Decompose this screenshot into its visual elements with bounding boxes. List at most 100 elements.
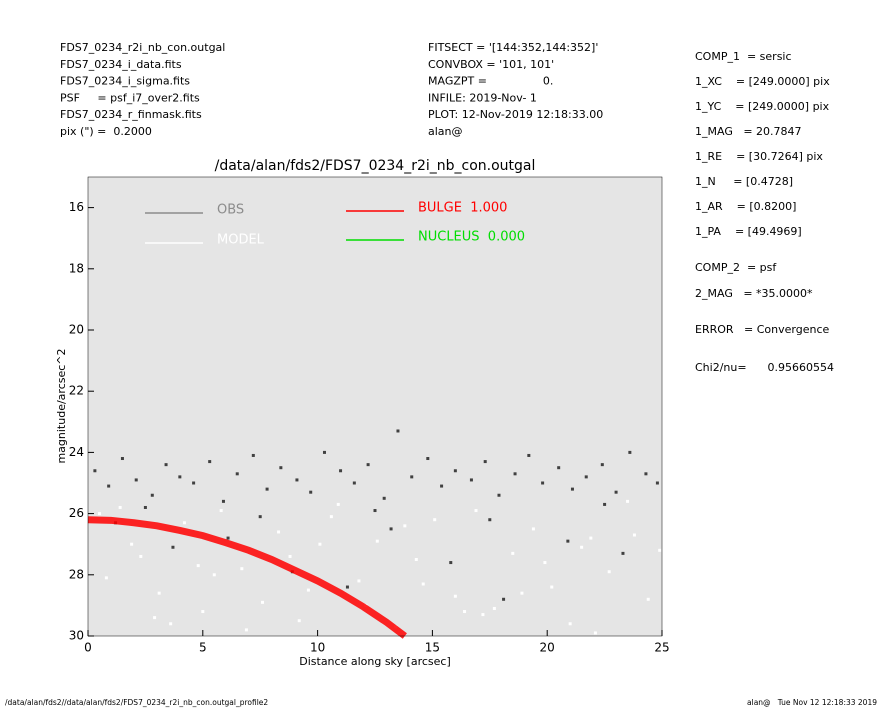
data-point (339, 469, 343, 473)
data-point (345, 585, 349, 589)
data-point (570, 487, 574, 491)
data-point (541, 481, 545, 485)
data-point (414, 558, 418, 561)
data-point (543, 561, 547, 565)
fit-parameter: 1_AR = [0.8200] (695, 200, 796, 213)
data-point (502, 597, 506, 601)
header-line: CONVBOX = '101, 101' (428, 58, 554, 71)
legend-label: MODEL (217, 233, 265, 248)
data-point (531, 527, 535, 531)
data-point (410, 475, 414, 479)
data-point (513, 472, 517, 476)
data-point (309, 490, 313, 494)
data-point (143, 505, 147, 509)
fit-parameter: 2_MAG = *35.0000* (695, 287, 813, 300)
footer-left: /data/alan/fds2//data/alan/fds2/FDS7_023… (5, 698, 268, 707)
data-point (97, 512, 101, 516)
data-point (251, 453, 255, 457)
data-point (511, 551, 515, 555)
data-point (621, 551, 625, 555)
data-point (201, 610, 205, 614)
data-point (580, 545, 584, 549)
y-tick-label: 30 (69, 629, 84, 643)
fit-parameter: COMP_2 = psf (695, 261, 777, 274)
y-tick-label: 28 (69, 567, 84, 581)
header-line: FITSECT = '[144:352,144:352]' (428, 41, 598, 54)
fit-parameter: COMP_1 = sersic (695, 50, 792, 63)
data-point (632, 533, 636, 537)
data-point (628, 450, 632, 454)
legend-label: NUCLEUS 0.000 (418, 230, 525, 245)
data-point (655, 481, 659, 485)
data-point (375, 539, 379, 543)
header-line: FDS7_0234_i_sigma.fits (60, 75, 190, 88)
data-point (150, 493, 154, 497)
data-point (318, 542, 322, 546)
plot-area (88, 177, 662, 636)
data-point (153, 616, 157, 620)
fit-parameter: 1_RE = [30.7264] pix (695, 150, 823, 163)
data-point (130, 542, 134, 546)
fit-parameter: 1_MAG = 20.7847 (695, 125, 802, 138)
data-point (421, 582, 425, 586)
y-tick-label: 16 (69, 200, 84, 214)
data-point (235, 472, 239, 476)
data-point (226, 536, 230, 540)
data-point (279, 466, 283, 470)
x-tick-label: 15 (425, 641, 440, 655)
profile-line (87, 516, 407, 639)
data-point (352, 481, 356, 485)
data-point (221, 499, 225, 503)
header-line: PLOT: 12-Nov-2019 12:18:33.00 (428, 108, 603, 121)
data-point (322, 450, 326, 454)
data-point (192, 481, 196, 485)
data-point (382, 496, 386, 500)
data-point (488, 518, 492, 522)
data-point (433, 518, 437, 522)
footer-right: alan@ Tue Nov 12 12:18:33 2019 (747, 698, 877, 707)
data-point (449, 561, 453, 565)
data-point (169, 622, 173, 626)
y-tick-label: 20 (69, 323, 84, 337)
data-point (258, 515, 262, 519)
data-point (265, 487, 269, 491)
data-point (607, 570, 611, 574)
data-point (646, 597, 650, 601)
data-point (295, 478, 299, 482)
data-point (118, 505, 122, 509)
data-point (614, 490, 618, 494)
data-point (306, 588, 310, 592)
data-point (527, 453, 531, 457)
y-tick-label: 18 (69, 261, 84, 275)
chart-title: /data/alan/fds2/FDS7_0234_r2i_nb_con.out… (215, 158, 536, 174)
data-point (584, 475, 588, 479)
data-point (178, 475, 182, 479)
fit-parameter: 1_PA = [49.4969] (695, 225, 802, 238)
fit-parameter: 1_YC = [249.0000] pix (695, 100, 830, 113)
data-point (171, 545, 175, 549)
data-point (164, 463, 168, 467)
data-point (644, 472, 648, 476)
data-point (389, 527, 393, 531)
data-point (550, 585, 554, 589)
data-point (658, 548, 662, 552)
data-point (329, 515, 333, 519)
data-point (483, 460, 487, 464)
x-tick-label: 10 (310, 641, 325, 655)
data-point (440, 484, 444, 488)
header-line: alan@ (428, 125, 463, 138)
data-point (93, 469, 97, 473)
data-point (208, 460, 212, 464)
data-point (357, 579, 361, 583)
data-point (139, 554, 143, 558)
data-point (497, 493, 501, 497)
plot-frame (87, 176, 663, 637)
data-point (520, 591, 524, 595)
data-point (426, 457, 430, 461)
fit-parameter: 1_N = [0.4728] (695, 175, 793, 188)
data-point (120, 457, 124, 461)
data-point (219, 509, 223, 513)
data-point (566, 539, 570, 543)
data-point (336, 502, 340, 506)
data-point (244, 628, 248, 632)
